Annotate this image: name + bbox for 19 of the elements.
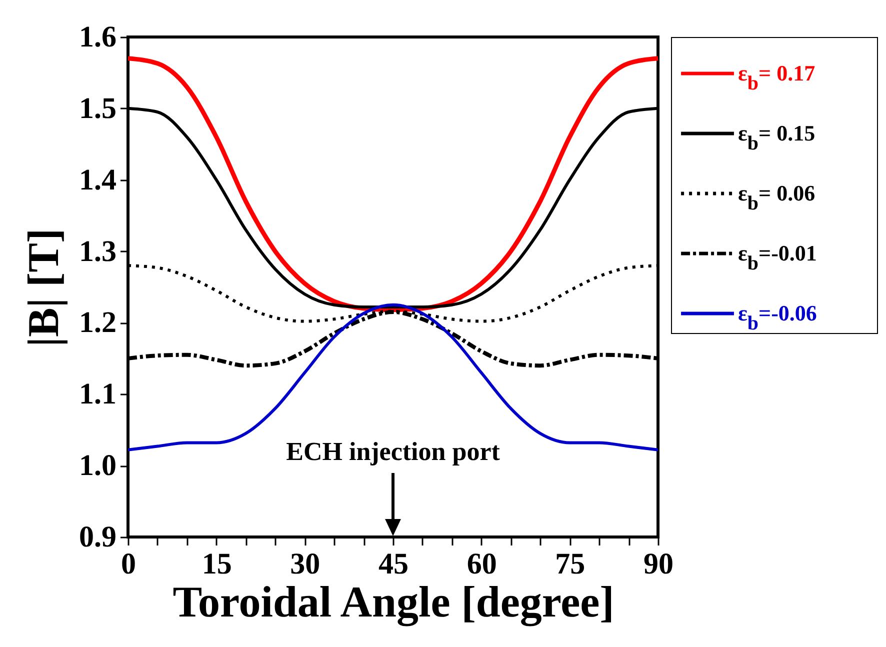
y-tick-label: 1.6: [79, 20, 116, 54]
x-axis-title: Toroidal Angle [degree]: [172, 578, 614, 626]
x-tick-label: 75: [555, 548, 586, 580]
y-tick-label: 1.0: [79, 449, 116, 482]
y-tick-label: 1.2: [79, 306, 116, 340]
annotation: ECH injection port: [286, 437, 500, 466]
y-tick-label: 1.3: [79, 234, 116, 268]
line-series: [126, 56, 660, 312]
y-tick-label: 0.9: [79, 520, 116, 554]
x-tick-label: 30: [290, 548, 320, 580]
x-tick-label: 45: [378, 548, 408, 580]
y-tick-label: 1.1: [79, 378, 116, 411]
y-tick-label: 1.4: [79, 163, 116, 196]
y-axis-title: |B| [T]: [19, 228, 68, 347]
y-tick-label: 1.5: [79, 92, 116, 125]
x-tick-label: 15: [202, 548, 232, 580]
x-tick-label: 90: [644, 548, 674, 580]
x-tick-label: 0: [121, 548, 136, 580]
x-tick-label: 60: [466, 548, 497, 580]
